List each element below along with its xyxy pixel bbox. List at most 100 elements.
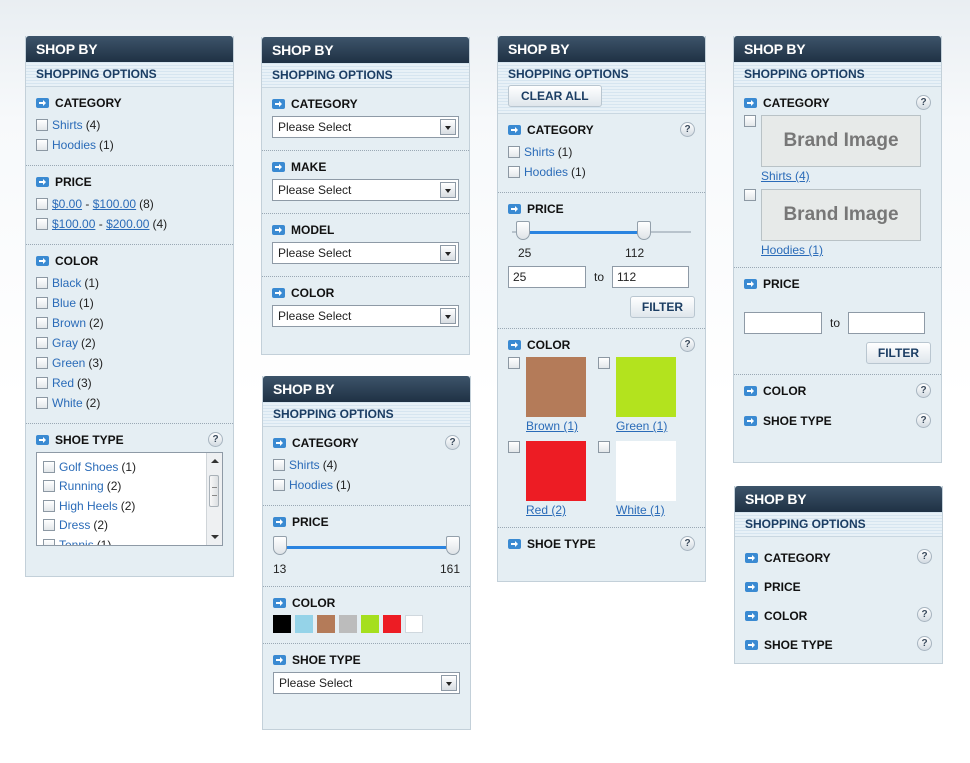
color-swatch[interactable] (616, 441, 676, 501)
color-swatch[interactable] (616, 357, 676, 417)
help-icon[interactable]: ? (208, 432, 223, 447)
checkbox[interactable] (36, 218, 48, 230)
category-option[interactable]: Shirts (4) (36, 115, 223, 135)
checkbox[interactable] (508, 441, 520, 453)
category-option[interactable]: Hoodies (1) (273, 475, 460, 495)
category-option[interactable]: Hoodies (1) (508, 162, 695, 182)
shoe-type-option[interactable]: Dress (2) (43, 516, 222, 536)
checkbox[interactable] (36, 357, 48, 369)
color-option[interactable]: Green (1) (598, 357, 688, 433)
checkbox[interactable] (273, 459, 285, 471)
chevron-down-icon[interactable] (440, 119, 456, 135)
color-option[interactable]: Green (3) (36, 353, 223, 373)
color-option[interactable]: Blue (1) (36, 293, 223, 313)
category-option[interactable]: Hoodies (1) (36, 135, 223, 155)
color-option[interactable]: Gray (2) (36, 333, 223, 353)
checkbox[interactable] (36, 317, 48, 329)
make-select[interactable]: Please Select (272, 179, 459, 201)
clear-all-button[interactable]: CLEAR ALL (508, 85, 602, 107)
brand-option[interactable]: Brand Image Hoodies (1) (744, 189, 931, 257)
checkbox[interactable] (744, 115, 756, 127)
color-swatch[interactable] (317, 615, 335, 633)
help-icon[interactable]: ? (445, 435, 460, 450)
price-title[interactable]: PRICE (273, 514, 460, 530)
shoe-type-title[interactable]: SHOE TYPE? (745, 630, 932, 659)
help-icon[interactable]: ? (680, 122, 695, 137)
shoe-type-option[interactable]: High Heels (2) (43, 496, 222, 516)
brand-image[interactable]: Brand Image (761, 115, 921, 167)
color-option[interactable]: Red (3) (36, 373, 223, 393)
shoe-type-listbox[interactable]: Golf Shoes (1) Running (2) High Heels (2) D… (36, 452, 223, 546)
checkbox[interactable] (598, 357, 610, 369)
help-icon[interactable]: ? (680, 337, 695, 352)
price-slider[interactable] (508, 221, 695, 243)
checkbox[interactable] (36, 297, 48, 309)
model-title[interactable]: MODEL (272, 222, 459, 238)
price-to-input[interactable]: 112 (612, 266, 690, 288)
price-option[interactable]: $0.00 - $100.00 (8) (36, 194, 223, 214)
price-to-input[interactable] (848, 312, 926, 334)
price-title[interactable]: PRICE (744, 276, 931, 292)
checkbox[interactable] (508, 166, 520, 178)
shoe-type-option[interactable]: Tennis (1) (43, 535, 222, 545)
color-swatch[interactable] (526, 441, 586, 501)
color-swatch[interactable] (405, 615, 423, 633)
shoe-type-title[interactable]: SHOE TYPE (273, 652, 460, 668)
brand-image[interactable]: Brand Image (761, 189, 921, 241)
color-option[interactable]: Brown (2) (36, 313, 223, 333)
price-from-input[interactable]: 25 (508, 266, 586, 288)
color-swatch[interactable] (526, 357, 586, 417)
color-option[interactable]: Red (2) (508, 441, 598, 517)
brand-option[interactable]: Brand Image Shirts (4) (744, 115, 931, 183)
chevron-down-icon[interactable] (440, 182, 456, 198)
color-swatch[interactable] (295, 615, 313, 633)
help-icon[interactable]: ? (917, 549, 932, 564)
shoe-type-option[interactable]: Running (2) (43, 477, 222, 497)
scroll-thumb[interactable] (209, 475, 219, 507)
slider-min-handle[interactable] (273, 536, 287, 555)
shoe-type-select[interactable]: Please Select (273, 672, 460, 694)
checkbox[interactable] (36, 139, 48, 151)
scroll-up-icon[interactable] (211, 459, 219, 463)
slider-max-handle[interactable] (446, 536, 460, 555)
color-option[interactable]: Black (1) (36, 273, 223, 293)
scroll-down-icon[interactable] (211, 535, 219, 539)
chevron-down-icon[interactable] (440, 308, 456, 324)
shoe-type-title[interactable]: SHOE TYPE? (508, 536, 695, 552)
help-icon[interactable]: ? (680, 536, 695, 551)
category-option[interactable]: Shirts (4) (273, 455, 460, 475)
price-option[interactable]: $100.00 - $200.00 (4) (36, 214, 223, 234)
color-select[interactable]: Please Select (272, 305, 459, 327)
checkbox[interactable] (36, 119, 48, 131)
scrollbar[interactable] (206, 453, 222, 545)
category-title[interactable]: CATEGORY? (744, 95, 931, 111)
shoe-type-title[interactable]: SHOE TYPE? (744, 413, 931, 429)
help-icon[interactable]: ? (916, 413, 931, 428)
category-title[interactable]: CATEGORY (272, 96, 459, 112)
category-title[interactable]: CATEGORY (36, 95, 223, 111)
color-swatch[interactable] (273, 615, 291, 633)
color-swatch[interactable] (361, 615, 379, 633)
slider-max-handle[interactable] (637, 221, 651, 240)
price-title[interactable]: PRICE (745, 572, 932, 601)
color-option[interactable]: Brown (1) (508, 357, 598, 433)
color-title[interactable]: COLOR? (508, 337, 695, 353)
category-title[interactable]: CATEGORY? (273, 435, 460, 451)
checkbox[interactable] (43, 480, 55, 493)
checkbox[interactable] (43, 519, 55, 532)
checkbox[interactable] (36, 198, 48, 210)
help-icon[interactable]: ? (916, 95, 931, 110)
price-title[interactable]: PRICE (508, 201, 695, 217)
help-icon[interactable]: ? (916, 383, 931, 398)
checkbox[interactable] (36, 397, 48, 409)
filter-button[interactable]: FILTER (865, 342, 931, 364)
price-from-input[interactable] (744, 312, 822, 334)
checkbox[interactable] (36, 377, 48, 389)
filter-button[interactable]: FILTER (629, 296, 695, 318)
checkbox[interactable] (273, 479, 285, 491)
price-title[interactable]: PRICE (36, 174, 223, 190)
category-title[interactable]: CATEGORY? (508, 122, 695, 138)
checkbox[interactable] (43, 538, 55, 545)
checkbox[interactable] (36, 337, 48, 349)
price-slider[interactable] (273, 536, 460, 558)
